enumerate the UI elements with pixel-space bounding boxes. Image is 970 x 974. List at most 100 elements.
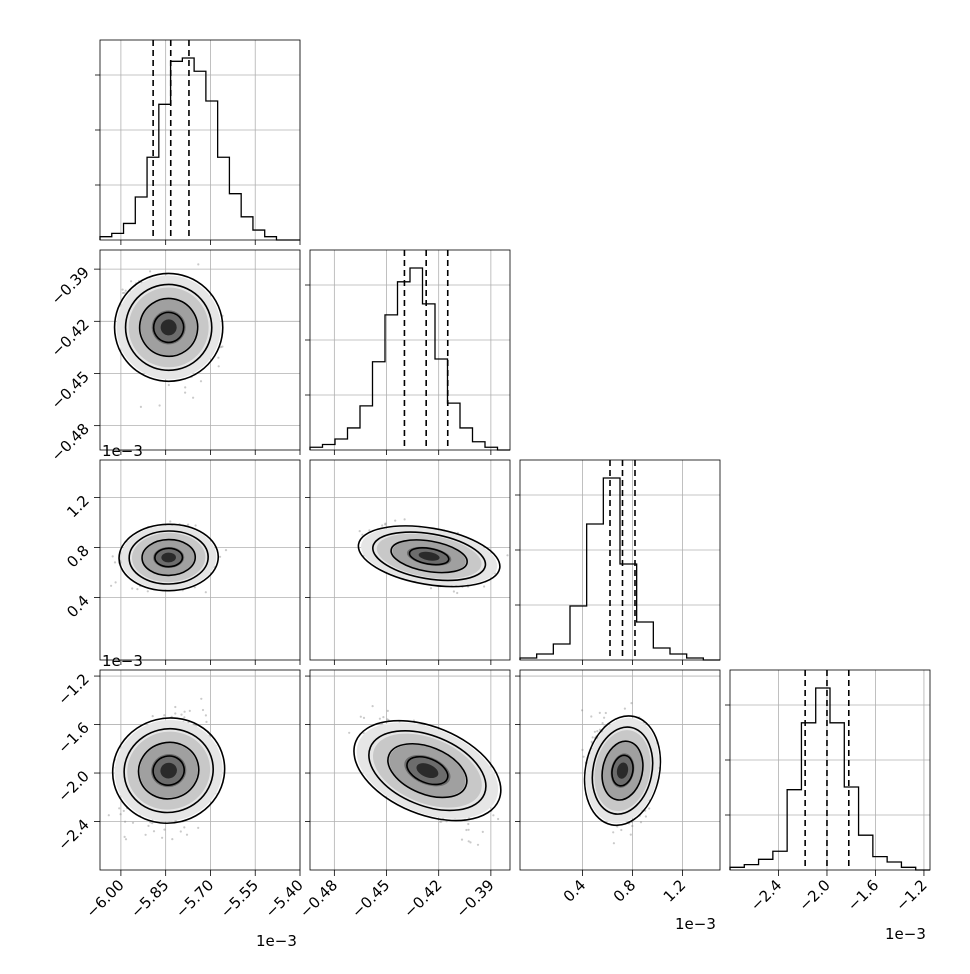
sample-point (192, 397, 194, 399)
sample-point (110, 585, 112, 587)
sample-point (205, 591, 207, 593)
sample-point (184, 386, 186, 388)
sample-point (461, 839, 463, 841)
sample-point (122, 292, 124, 294)
sample-point (145, 834, 147, 836)
sample-point (180, 714, 182, 716)
sample-point (197, 263, 199, 265)
sample-point (599, 712, 601, 714)
sample-point (453, 590, 455, 592)
sample-point (186, 834, 188, 836)
sample-point (387, 710, 389, 712)
sample-point (169, 520, 171, 522)
sample-point (136, 588, 138, 590)
sample-point (590, 715, 592, 717)
sample-point (205, 714, 207, 716)
sample-point (468, 829, 470, 831)
sample-point (184, 392, 186, 394)
sample-point (200, 380, 202, 382)
sample-point (147, 590, 149, 592)
sample-point (197, 827, 199, 829)
sample-point (205, 721, 207, 723)
sample-point (159, 404, 161, 406)
sample-point (404, 518, 406, 520)
sample-point (131, 587, 133, 589)
sample-point (123, 810, 125, 812)
sample-point (469, 841, 471, 843)
sample-point (440, 821, 442, 823)
sample-point (467, 823, 469, 825)
sample-point (506, 554, 508, 556)
histogram-2 (520, 478, 720, 660)
sample-point (202, 709, 204, 711)
sample-point (132, 822, 134, 824)
sample-point (140, 406, 142, 408)
sample-point (382, 716, 384, 718)
sample-point (163, 714, 165, 716)
panel-2-0 (110, 520, 227, 593)
sample-point (360, 716, 362, 718)
sample-point (125, 838, 127, 840)
histogram-1 (310, 268, 510, 450)
sample-point (602, 722, 604, 724)
panel-2-1 (354, 516, 509, 596)
sample-point (384, 523, 386, 525)
sample-point (381, 524, 383, 526)
histogram-3 (730, 688, 930, 870)
sample-point (497, 818, 499, 820)
sample-point (187, 524, 189, 526)
sample-point (645, 815, 647, 817)
sample-point (122, 289, 124, 291)
sample-point (492, 814, 494, 816)
sample-point (379, 718, 381, 720)
sample-point (180, 830, 182, 832)
sample-point (147, 825, 149, 827)
sample-point (456, 592, 458, 594)
sample-point (200, 698, 202, 700)
sample-point (183, 716, 185, 718)
sample-point (372, 705, 374, 707)
sample-point (219, 556, 221, 558)
sample-point (161, 837, 163, 839)
sample-point (112, 555, 114, 557)
sample-point (174, 706, 176, 708)
sample-point (163, 829, 165, 831)
sample-point (582, 756, 584, 758)
sample-point (184, 711, 186, 713)
grid-0-0 (100, 40, 300, 240)
panel-3-2 (575, 702, 670, 844)
sample-point (195, 524, 197, 526)
sample-point (363, 717, 365, 719)
sample-point (430, 587, 432, 589)
sample-point (603, 717, 605, 719)
sample-point (620, 829, 622, 831)
sample-point (124, 821, 126, 823)
sample-point (225, 549, 227, 551)
sample-point (130, 280, 132, 282)
sample-point (149, 270, 151, 272)
sample-point (183, 826, 185, 828)
sample-point (115, 581, 117, 583)
sample-point (114, 561, 116, 563)
sample-point (152, 715, 154, 717)
panel-frame-0-0 (100, 40, 300, 240)
sample-point (477, 844, 479, 846)
sample-point (348, 732, 350, 734)
sample-point (217, 357, 219, 359)
sample-point (482, 831, 484, 833)
sample-point (120, 813, 122, 815)
sample-point (359, 530, 361, 532)
sample-point (168, 384, 170, 386)
sample-point (386, 718, 388, 720)
panel-1-0 (106, 263, 231, 408)
sample-point (118, 807, 120, 809)
sample-point (125, 290, 127, 292)
panel-3-1 (339, 701, 515, 846)
sample-point (108, 814, 110, 816)
sample-point (630, 702, 632, 704)
sample-point (465, 829, 467, 831)
sample-point (171, 838, 173, 840)
sample-point (189, 710, 191, 712)
